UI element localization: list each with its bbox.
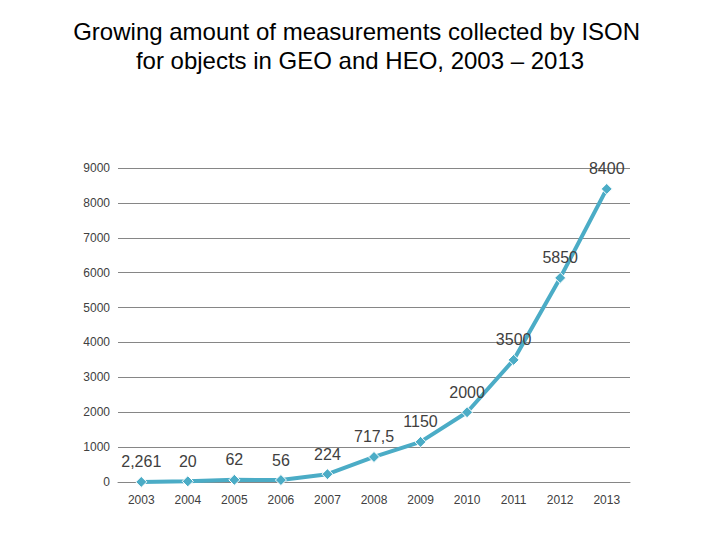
svg-text:5850: 5850: [542, 249, 578, 266]
svg-text:3000: 3000: [83, 370, 110, 384]
svg-text:8400: 8400: [589, 160, 625, 177]
svg-text:7000: 7000: [83, 231, 110, 245]
svg-text:20: 20: [179, 453, 197, 470]
svg-text:717,5: 717,5: [354, 428, 394, 445]
svg-text:2013: 2013: [593, 493, 620, 507]
svg-text:56: 56: [272, 452, 290, 469]
svg-text:8000: 8000: [83, 196, 110, 210]
svg-text:2003: 2003: [128, 493, 155, 507]
svg-text:3500: 3500: [496, 331, 532, 348]
svg-text:5000: 5000: [83, 301, 110, 315]
svg-text:2009: 2009: [407, 493, 434, 507]
svg-text:0: 0: [103, 475, 110, 489]
svg-text:1000: 1000: [83, 440, 110, 454]
svg-text:for objects in GEO and HEO, 20: for objects in GEO and HEO, 2003 – 2013: [136, 47, 584, 74]
svg-text:62: 62: [225, 451, 243, 468]
svg-text:1150: 1150: [403, 413, 438, 430]
svg-text:2007: 2007: [314, 493, 341, 507]
svg-text:Growing amount of measurements: Growing amount of measurements collected…: [73, 18, 647, 45]
svg-text:2005: 2005: [221, 493, 248, 507]
svg-text:2000: 2000: [83, 405, 110, 419]
svg-text:9000: 9000: [83, 161, 110, 175]
svg-text:4000: 4000: [83, 335, 110, 349]
svg-text:224: 224: [314, 446, 341, 463]
svg-text:2004: 2004: [174, 493, 201, 507]
svg-text:2,261: 2,261: [121, 453, 161, 470]
svg-text:6000: 6000: [83, 266, 110, 280]
svg-text:2000: 2000: [449, 384, 485, 401]
svg-text:2010: 2010: [454, 493, 481, 507]
svg-text:2006: 2006: [268, 493, 295, 507]
svg-text:2011: 2011: [501, 493, 527, 507]
svg-text:2012: 2012: [547, 493, 574, 507]
svg-text:2008: 2008: [361, 493, 388, 507]
